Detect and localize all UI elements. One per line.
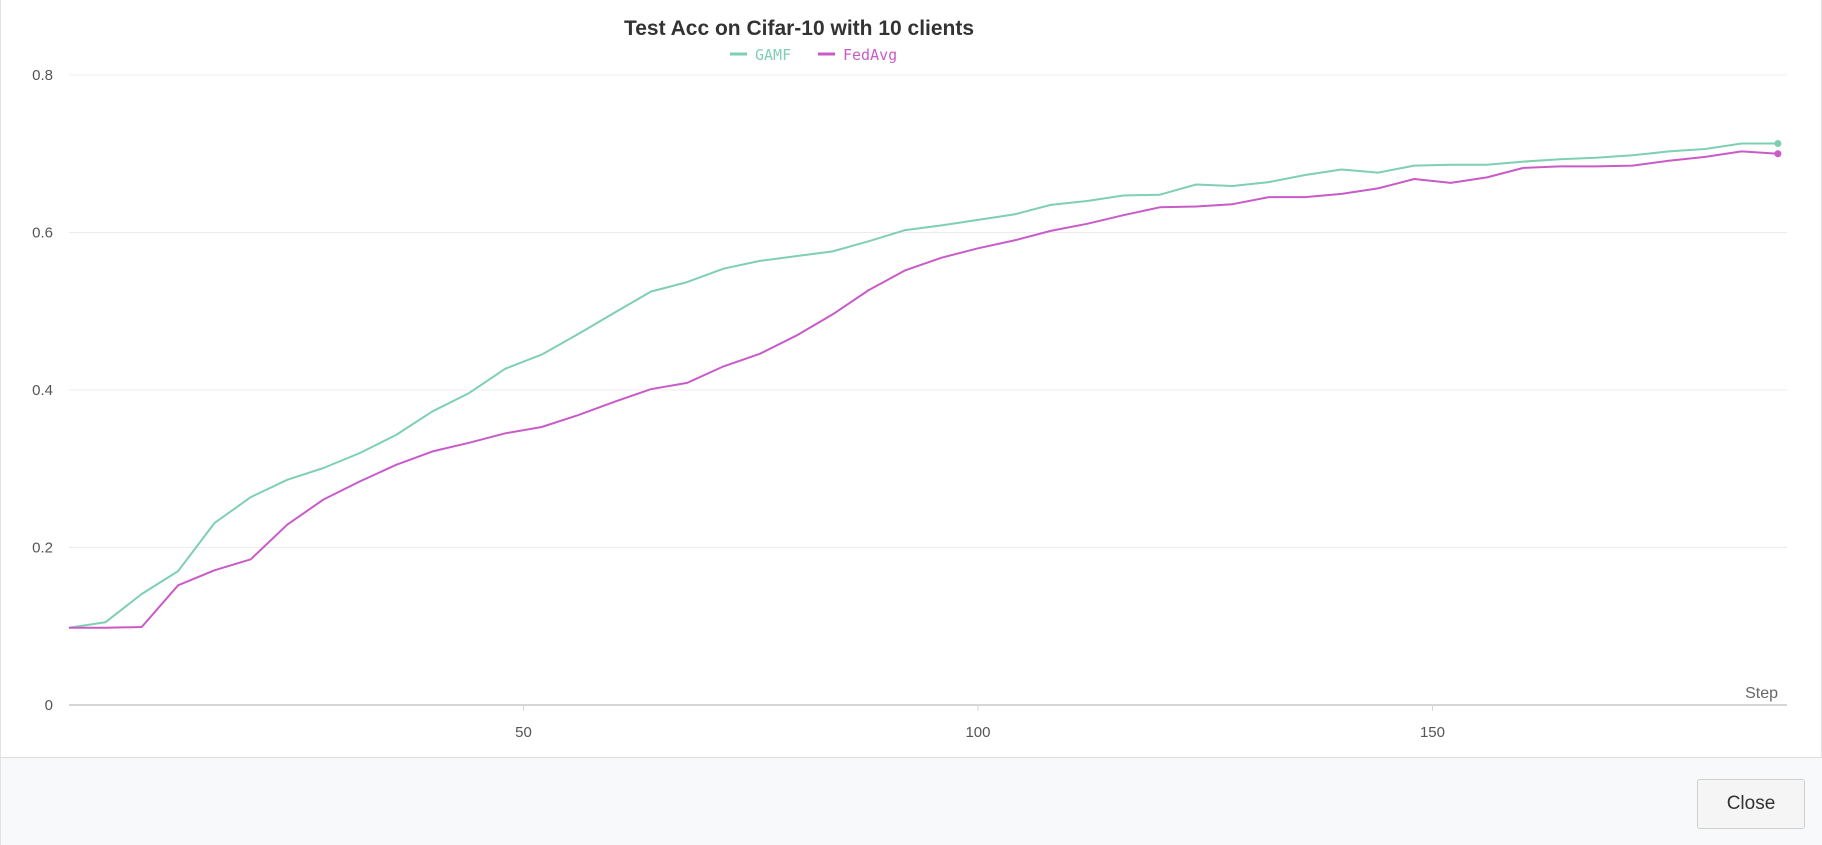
axes: 0 0.2 0.4 0.6 0.8 50 100 150 <box>32 67 1787 741</box>
x-axis-label: Step <box>1745 685 1778 702</box>
chart-title: Test Acc on Cifar-10 with 10 clients <box>624 17 974 40</box>
y-tick-label: 0.6 <box>32 225 53 242</box>
x-tick-label: 100 <box>965 724 990 741</box>
series-endpoint-fedavg <box>1774 150 1782 158</box>
chart-panel: 0 0.2 0.4 0.6 0.8 50 100 150 Test Acc on Cifar-… <box>1 0 1822 757</box>
y-tick-label: 0 <box>45 697 53 714</box>
legend-label-gamf: GAMF <box>755 46 791 64</box>
line-chart: 0 0.2 0.4 0.6 0.8 50 100 150 Test Acc on Cifar-… <box>32 17 1787 741</box>
legend: GAMF FedAvg <box>730 46 897 64</box>
legend-label-fedavg: FedAvg <box>843 46 897 64</box>
y-tick-label: 0.2 <box>32 540 53 557</box>
modal-footer: Close <box>1 757 1822 845</box>
series-endpoints <box>1774 140 1782 158</box>
y-tick-label: 0.8 <box>32 67 53 84</box>
x-tick-label: 50 <box>515 724 532 741</box>
series-lines <box>68 142 1778 629</box>
series-line-gamf <box>68 142 1778 629</box>
y-tick-label: 0.4 <box>32 382 53 399</box>
series-line-fedavg <box>69 150 1778 629</box>
x-tick-label: 150 <box>1420 724 1445 741</box>
grid-lines <box>69 74 1787 548</box>
close-button[interactable]: Close <box>1697 779 1805 829</box>
series-endpoint-gamf <box>1774 140 1782 148</box>
